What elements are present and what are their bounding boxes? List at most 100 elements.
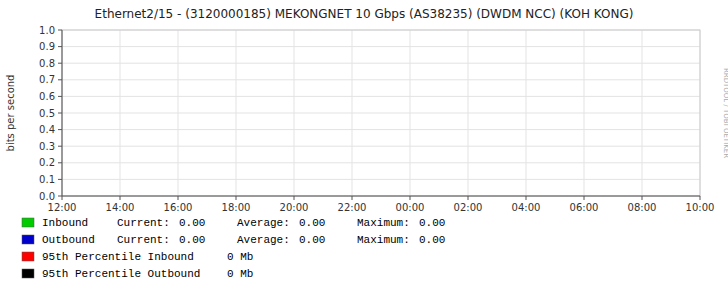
percentile-label: 95th Percentile Outbound (42, 268, 200, 280)
legend-stat-label: Current: (117, 234, 170, 246)
tick-mark (58, 129, 62, 130)
tick-mark (468, 196, 469, 200)
legend-stat-value: 0.00 (179, 217, 205, 229)
grid-line (120, 30, 121, 196)
grid (62, 30, 700, 196)
percentile-value: 0 Mb (227, 268, 253, 280)
tick-mark (584, 196, 585, 200)
tick-mark (58, 96, 62, 97)
tick-mark (58, 113, 62, 114)
title: Ethernet2/15 - (3120000185) MEKONGNET 10… (95, 7, 634, 21)
grid-line (62, 79, 700, 80)
tick-mark (62, 196, 63, 200)
legend-stat-label: Average: (237, 234, 290, 246)
tick-label: 0.7 (39, 74, 55, 85)
legend-label: Inbound (42, 217, 88, 229)
legend-stat-label: Maximum: (357, 217, 410, 229)
watermark: RRDTOOL / TOBI OETIKER (722, 68, 728, 158)
legend-swatch (22, 218, 34, 227)
percentile-value: 0 Mb (227, 251, 253, 263)
grid-line (236, 30, 237, 196)
grid-line (62, 146, 700, 147)
grid-line (62, 196, 700, 197)
legend-swatch (22, 269, 34, 278)
grid-line (526, 30, 527, 196)
grid-line (62, 162, 700, 163)
tick-label: 0.0 (39, 191, 55, 202)
tick-label: 16:00 (164, 202, 193, 213)
tick-label: 18:00 (222, 202, 251, 213)
tick-label: 0.8 (39, 58, 55, 69)
legend-label: Outbound (42, 234, 95, 246)
legend-stat-value: 0.00 (179, 234, 205, 246)
grid-line (352, 30, 353, 196)
legend-swatch (22, 252, 34, 261)
grid-line (584, 30, 585, 196)
tick-label: 0.4 (39, 124, 55, 135)
tick-mark (58, 146, 62, 147)
tick-label: 22:00 (338, 202, 367, 213)
tick-mark (58, 63, 62, 64)
axes: 0.0 0.1 0.2 0.3 0.4 0.5 0.6 0.7 0.8 0.9 1.0 12:00 14… (39, 25, 714, 214)
tick-mark (120, 196, 121, 200)
tick-mark (58, 46, 62, 47)
grid-line (178, 30, 179, 196)
tick-label: 06:00 (570, 202, 599, 213)
tick-mark (410, 196, 411, 200)
grid-line (294, 30, 295, 196)
x-axis-line (62, 196, 700, 197)
tick-mark (352, 196, 353, 200)
tick-label: 08:00 (628, 202, 657, 213)
tick-label: 02:00 (454, 202, 483, 213)
plot-frame (62, 30, 700, 196)
chart: Ethernet2/15 - (3120000185) MEKONGNET 10… (0, 0, 728, 293)
legend-stat-label: Average: (237, 217, 290, 229)
legend-stat-value: 0.00 (299, 234, 325, 246)
legend-stat-label: Current: (117, 217, 170, 229)
tick-mark (236, 196, 237, 200)
grid-line (410, 30, 411, 196)
tick-label: 04:00 (512, 202, 541, 213)
tick-mark (58, 162, 62, 163)
tick-label: 0.6 (39, 91, 55, 102)
y-axis-label: bits per second (5, 75, 16, 152)
legend: Inbound Current: 0.00 Average: 0.00 Maximum: 0… (22, 217, 445, 280)
tick-label: 14:00 (106, 202, 135, 213)
percentile-label: 95th Percentile Inbound (42, 251, 194, 263)
tick-label: 0.9 (39, 41, 55, 52)
tick-mark (526, 196, 527, 200)
background (0, 0, 728, 293)
tick-mark (642, 196, 643, 200)
y-axis-line (62, 30, 63, 196)
legend-swatch (22, 235, 34, 244)
grid-line (62, 46, 700, 47)
grid-line (642, 30, 643, 196)
legend-stat-value: 0.00 (419, 217, 445, 229)
tick-label: 10:00 (686, 202, 715, 213)
legend-stat-label: Maximum: (357, 234, 410, 246)
legend-stat-value: 0.00 (419, 234, 445, 246)
grid-line (62, 30, 63, 196)
tick-label: 0.5 (39, 108, 55, 119)
tick-label: 0.1 (39, 174, 55, 185)
tick-mark (178, 196, 179, 200)
tick-label: 0.2 (39, 157, 55, 168)
grid-line (468, 30, 469, 196)
tick-label: 00:00 (396, 202, 425, 213)
tick-mark (58, 79, 62, 80)
tick-mark (58, 196, 62, 197)
legend-stat-value: 0.00 (299, 217, 325, 229)
grid-line (62, 179, 700, 180)
tick-label: 0.3 (39, 141, 55, 152)
tick-mark (700, 196, 701, 200)
tick-mark (58, 179, 62, 180)
tick-mark (58, 30, 62, 31)
tick-label: 20:00 (280, 202, 309, 213)
grid-line (62, 113, 700, 114)
tick-mark (294, 196, 295, 200)
grid-line (62, 129, 700, 130)
grid-line (62, 63, 700, 64)
grid-line (62, 96, 700, 97)
tick-label: 1.0 (39, 25, 55, 36)
tick-label: 12:00 (48, 202, 77, 213)
